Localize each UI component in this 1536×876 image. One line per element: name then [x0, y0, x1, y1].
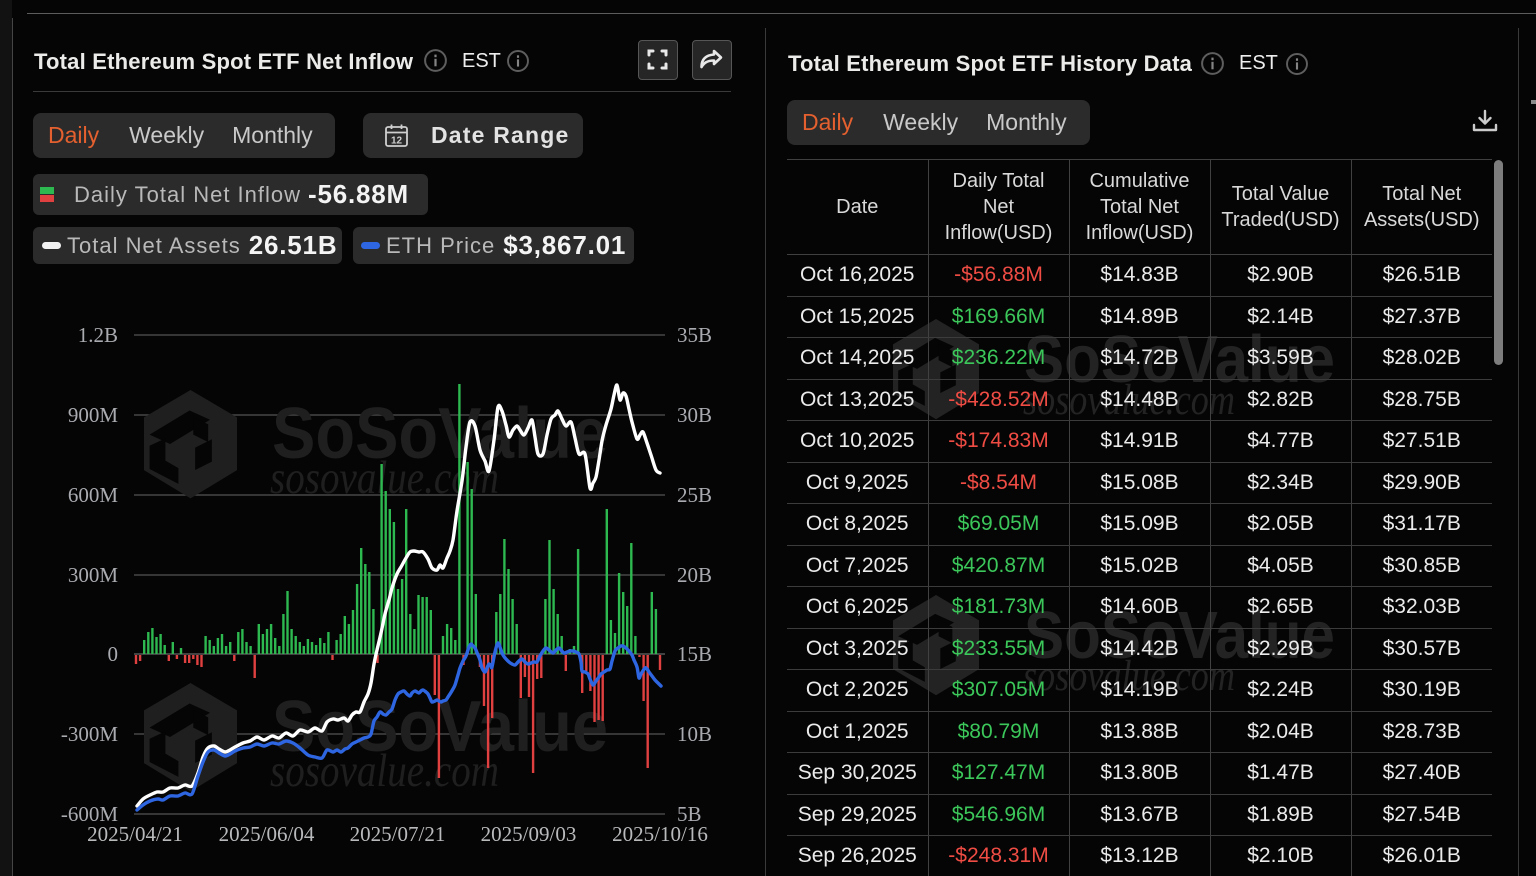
svg-text:900M: 900M	[68, 403, 119, 427]
svg-text:0: 0	[108, 642, 119, 666]
svg-text:1.2B: 1.2B	[78, 323, 118, 347]
svg-text:2025/04/21: 2025/04/21	[87, 822, 183, 846]
svg-text:20B: 20B	[677, 563, 712, 587]
svg-text:2025/10/16: 2025/10/16	[612, 822, 708, 846]
svg-text:-600M: -600M	[61, 802, 118, 826]
svg-text:12: 12	[391, 136, 403, 147]
svg-text:2025/07/21: 2025/07/21	[350, 822, 446, 846]
svg-text:35B: 35B	[677, 323, 712, 347]
svg-text:-300M: -300M	[61, 722, 118, 746]
svg-text:300M: 300M	[68, 563, 119, 587]
svg-text:2025/09/03: 2025/09/03	[481, 822, 577, 846]
svg-text:5B: 5B	[677, 802, 702, 826]
svg-text:2025/06/04: 2025/06/04	[219, 822, 315, 846]
svg-text:SoSoValue: SoSoValue	[272, 394, 608, 474]
svg-text:15B: 15B	[677, 642, 712, 666]
svg-text:10B: 10B	[677, 722, 712, 746]
svg-text:25B: 25B	[677, 483, 712, 507]
svg-text:600M: 600M	[68, 483, 119, 507]
svg-text:30B: 30B	[677, 403, 712, 427]
